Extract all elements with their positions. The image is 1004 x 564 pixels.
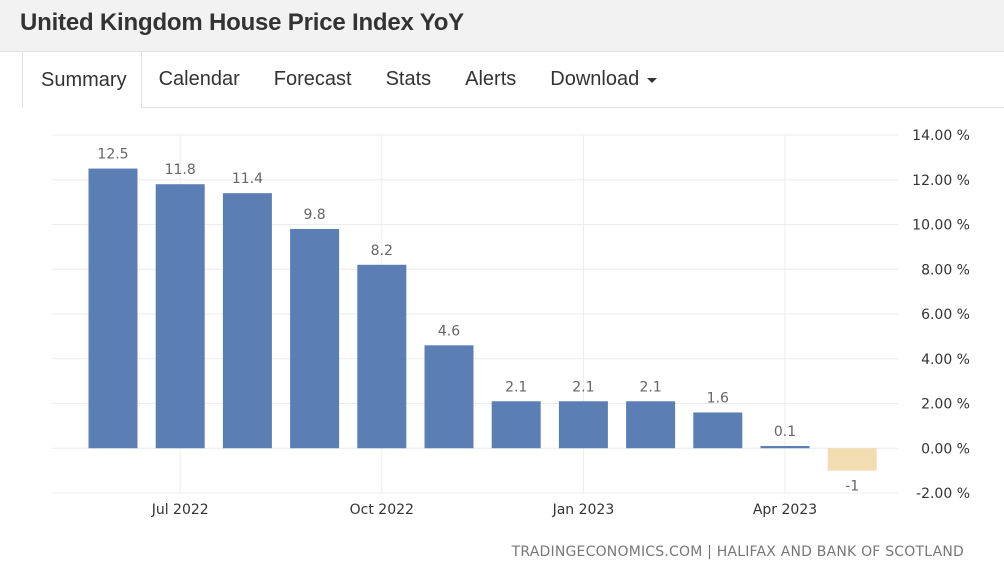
data-label: 0.1 bbox=[774, 424, 796, 440]
data-label: 4.6 bbox=[438, 323, 460, 339]
bar[interactable] bbox=[558, 401, 608, 449]
tab-stats[interactable]: Stats bbox=[369, 52, 449, 107]
title-bar: United Kingdom House Price Index YoY bbox=[0, 0, 1004, 52]
chart-source: TRADINGECONOMICS.COM | HALIFAX AND BANK … bbox=[511, 544, 964, 560]
data-label: 2.1 bbox=[639, 379, 661, 395]
y-tick-label: 6.00 % bbox=[921, 307, 970, 323]
data-label: 11.4 bbox=[232, 171, 263, 187]
y-tick-label: 14.00 % bbox=[912, 128, 970, 144]
tab-alerts-label: Alerts bbox=[465, 68, 517, 90]
tab-bar: Summary Calendar Forecast Stats Alerts D… bbox=[22, 52, 1004, 108]
tab-download[interactable]: Download bbox=[533, 52, 674, 107]
x-tick-label: Jan 2023 bbox=[552, 502, 615, 518]
y-tick-label: 0.00 % bbox=[921, 441, 970, 457]
tab-stats-label: Stats bbox=[385, 68, 432, 90]
tab-forecast-label: Forecast bbox=[273, 68, 352, 90]
page-title: United Kingdom House Price Index YoY bbox=[20, 9, 464, 36]
y-tick-label: 12.00 % bbox=[912, 173, 970, 189]
bar[interactable] bbox=[88, 168, 138, 449]
data-label: 9.8 bbox=[303, 207, 325, 223]
bar[interactable] bbox=[760, 446, 810, 449]
bar[interactable] bbox=[827, 448, 877, 471]
tab-summary-label: Summary bbox=[41, 68, 127, 91]
data-label: 2.1 bbox=[572, 379, 594, 395]
y-tick-label: 8.00 % bbox=[921, 262, 970, 278]
bar[interactable] bbox=[424, 345, 474, 449]
bar[interactable] bbox=[290, 228, 340, 449]
y-tick-label: 10.00 % bbox=[912, 218, 970, 234]
x-tick-label: Oct 2022 bbox=[350, 502, 414, 518]
x-tick-label: Jul 2022 bbox=[151, 502, 209, 518]
data-label: -1 bbox=[845, 479, 859, 495]
data-label: 8.2 bbox=[371, 243, 393, 259]
tab-forecast[interactable]: Forecast bbox=[257, 52, 369, 107]
chevron-down-icon bbox=[647, 78, 658, 83]
house-price-chart: 12.5 11.8 11.4 9.8 8.2 4.6 2.1 2.1 2.1 1.6 0.1 -1 14… bbox=[52, 128, 970, 560]
y-tick-label: -2.00 % bbox=[916, 486, 970, 502]
x-tick-label: Apr 2023 bbox=[753, 502, 817, 518]
bar[interactable] bbox=[155, 184, 205, 449]
bar[interactable] bbox=[491, 401, 541, 449]
data-label: 11.8 bbox=[165, 162, 196, 178]
bar[interactable] bbox=[693, 412, 743, 449]
tab-summary[interactable]: Summary bbox=[23, 52, 142, 108]
tab-calendar[interactable]: Calendar bbox=[142, 52, 257, 107]
data-label: 1.6 bbox=[707, 390, 729, 406]
data-label: 2.1 bbox=[505, 379, 527, 395]
bar[interactable] bbox=[357, 264, 407, 449]
y-tick-label: 2.00 % bbox=[921, 397, 970, 413]
tab-alerts[interactable]: Alerts bbox=[448, 52, 533, 107]
tab-download-label: Download bbox=[550, 68, 640, 90]
bar[interactable] bbox=[626, 401, 676, 449]
bar[interactable] bbox=[222, 193, 272, 449]
data-label: 12.5 bbox=[97, 147, 128, 163]
y-tick-label: 4.00 % bbox=[921, 352, 970, 368]
tab-calendar-label: Calendar bbox=[158, 68, 240, 90]
